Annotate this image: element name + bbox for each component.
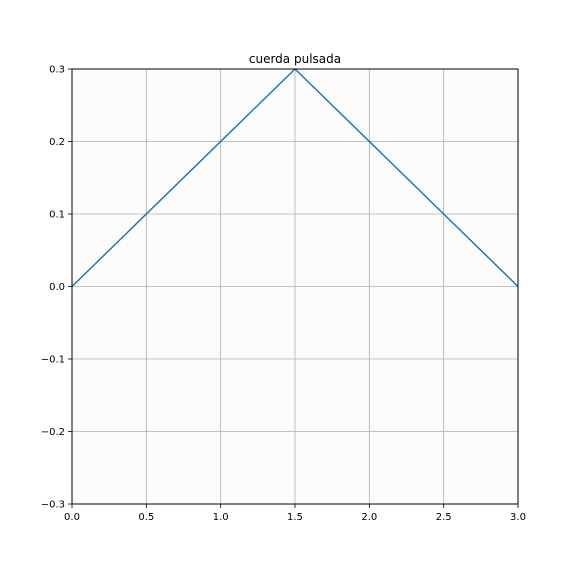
x-tick-label: 1.5 — [287, 512, 303, 523]
x-tick-label: 0.5 — [138, 512, 154, 523]
chart-title: cuerda pulsada — [249, 52, 341, 66]
y-tick-label: 0.2 — [49, 137, 65, 148]
y-tick-label: 0.1 — [49, 210, 65, 221]
y-tick-label: −0.2 — [41, 427, 65, 438]
x-tick-label: 1.0 — [213, 512, 229, 523]
y-tick-label: −0.1 — [41, 355, 65, 366]
tick-layer: 0.0 0.5 1.0 1.5 2.0 2.5 3.0 −0.3 −0.2 −0.1 0.0 0.1 0… — [41, 65, 526, 524]
x-tick-label: 3.0 — [510, 512, 526, 523]
y-tick-label: −0.3 — [41, 500, 65, 511]
x-tick-label: 2.0 — [361, 512, 377, 523]
y-tick-label: 0.0 — [49, 282, 65, 293]
x-tick-label: 0.0 — [64, 512, 80, 523]
y-tick-label: 0.3 — [49, 65, 65, 76]
x-tick-label: 2.5 — [436, 512, 452, 523]
